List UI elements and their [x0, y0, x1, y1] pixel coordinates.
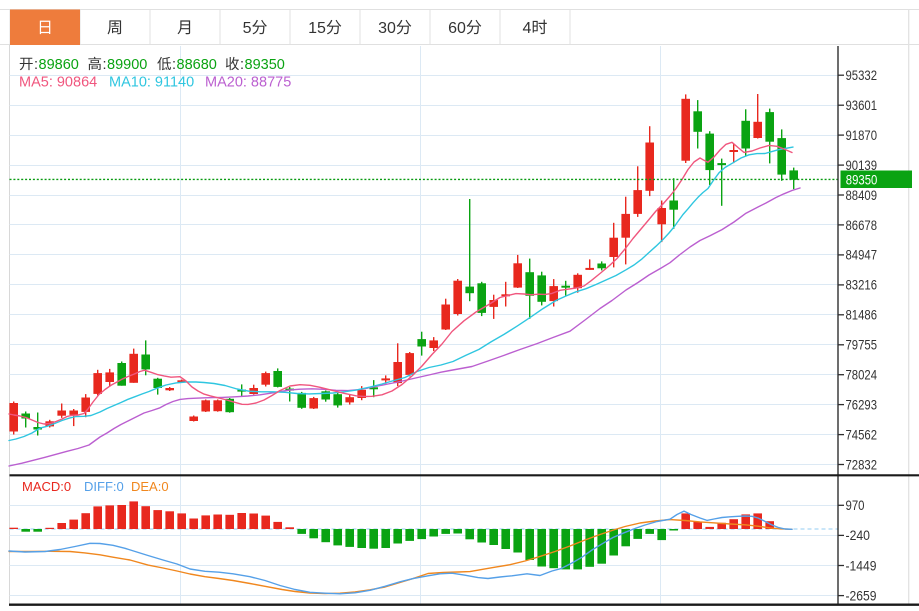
- svg-text:-240: -240: [846, 527, 871, 543]
- svg-text:-2659: -2659: [846, 587, 877, 603]
- svg-text:88409: 88409: [846, 187, 878, 203]
- svg-text:83216: 83216: [846, 277, 878, 293]
- svg-text:76293: 76293: [846, 396, 878, 412]
- svg-text:91870: 91870: [846, 127, 878, 143]
- svg-text:89350: 89350: [846, 171, 878, 187]
- svg-text:90139: 90139: [846, 157, 878, 173]
- svg-text:84947: 84947: [846, 247, 878, 263]
- svg-text:81486: 81486: [846, 307, 878, 323]
- svg-text:MA5: 90864: MA5: 90864: [19, 75, 97, 91]
- svg-text:6: 6: [448, 20, 457, 37]
- svg-text:93601: 93601: [846, 97, 878, 113]
- svg-text:89900: 89900: [107, 57, 147, 73]
- svg-text:5: 5: [243, 20, 252, 37]
- svg-text:79755: 79755: [846, 337, 878, 353]
- svg-text:DEA:0: DEA:0: [131, 479, 169, 494]
- svg-text:88680: 88680: [177, 57, 217, 73]
- svg-text:3: 3: [378, 20, 387, 37]
- svg-text:89860: 89860: [39, 57, 79, 73]
- svg-text:78024: 78024: [846, 367, 878, 383]
- svg-text:970: 970: [846, 497, 865, 513]
- svg-text:MACD:0: MACD:0: [22, 479, 71, 494]
- svg-text:72832: 72832: [846, 456, 878, 472]
- svg-text:MA10: 91140: MA10: 91140: [109, 75, 194, 91]
- svg-text::: :: [240, 57, 244, 73]
- svg-text:86678: 86678: [846, 217, 878, 233]
- svg-text:-1449: -1449: [846, 557, 877, 573]
- svg-text:MA20: 88775: MA20: 88775: [205, 75, 291, 91]
- svg-text:95332: 95332: [846, 67, 878, 83]
- svg-text:74562: 74562: [846, 426, 878, 442]
- svg-text:1: 1: [308, 20, 317, 37]
- svg-text::: :: [34, 57, 38, 73]
- svg-text:0: 0: [457, 20, 466, 37]
- svg-text:89350: 89350: [245, 57, 285, 73]
- svg-text:5: 5: [317, 20, 326, 37]
- svg-text::: :: [103, 57, 107, 73]
- svg-text::: :: [172, 57, 176, 73]
- svg-text:4: 4: [523, 20, 532, 37]
- svg-text:DIFF:0: DIFF:0: [84, 479, 124, 494]
- svg-text:0: 0: [387, 20, 396, 37]
